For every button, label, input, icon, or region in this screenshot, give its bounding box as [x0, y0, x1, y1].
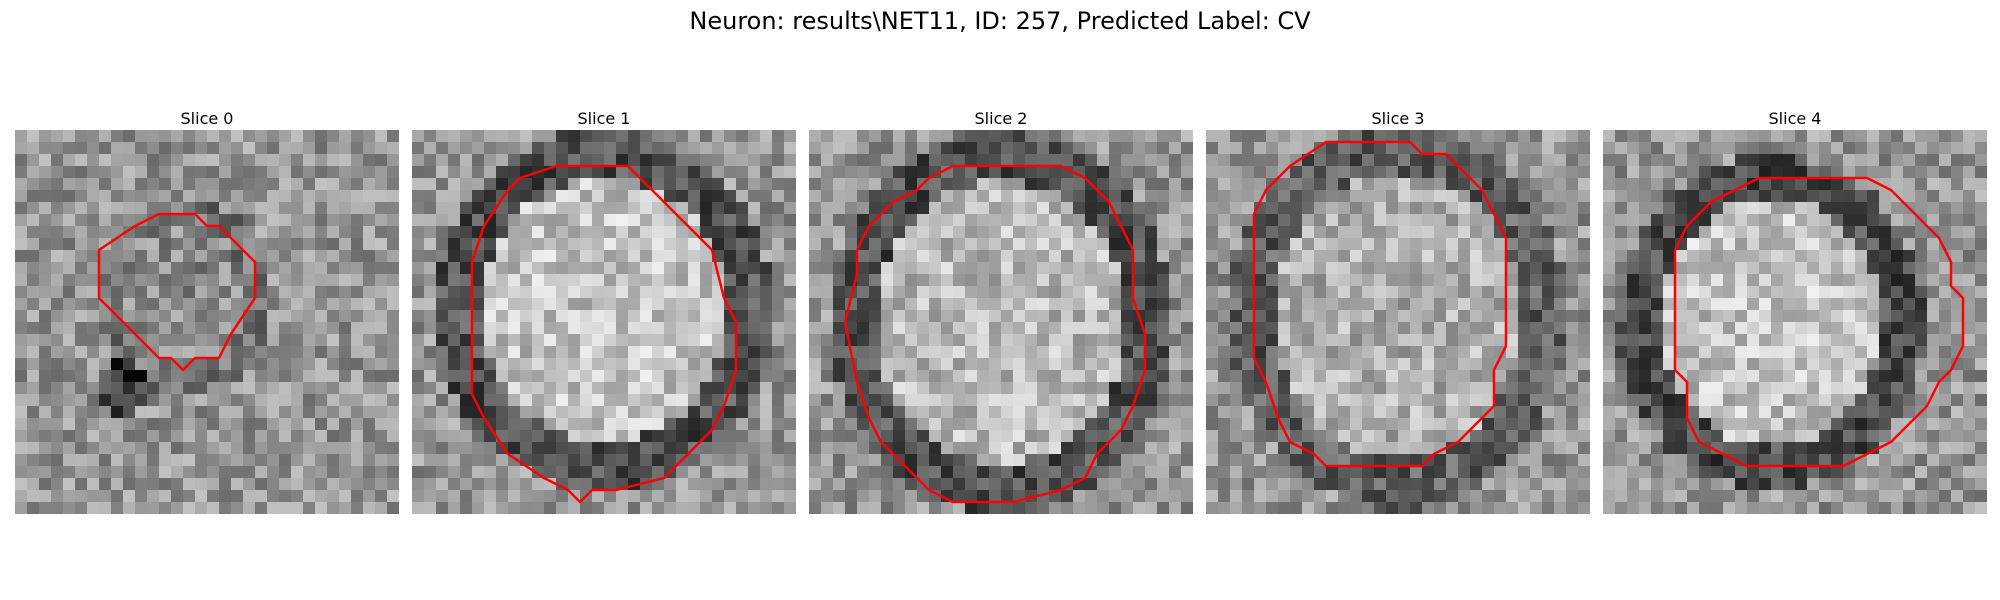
segmentation-contour	[97, 212, 257, 372]
slice-panel-2: Slice 2	[809, 108, 1193, 514]
slice-image	[15, 130, 399, 514]
slice-title: Slice 4	[1768, 109, 1822, 128]
slice-image	[1206, 130, 1590, 514]
segmentation-contour	[1252, 140, 1508, 468]
slice-panel-0: Slice 0	[15, 108, 399, 514]
slice-panel-3: Slice 3	[1206, 108, 1590, 514]
segmentation-contour	[470, 164, 738, 504]
figure-title: Neuron: results\NET11, ID: 257, Predicte…	[689, 7, 1311, 35]
slice-title: Slice 1	[577, 109, 631, 128]
slice-image	[809, 130, 1193, 514]
slice-panel-1: Slice 1	[412, 108, 796, 514]
slice-image	[1603, 130, 1987, 514]
segmentation-contour	[843, 164, 1147, 504]
slice-panel-4: Slice 4	[1603, 108, 1987, 514]
slice-image	[412, 130, 796, 514]
slice-title: Slice 2	[974, 109, 1028, 128]
slice-title: Slice 0	[180, 109, 234, 128]
slice-title: Slice 3	[1371, 109, 1425, 128]
segmentation-contour	[1673, 176, 1965, 468]
